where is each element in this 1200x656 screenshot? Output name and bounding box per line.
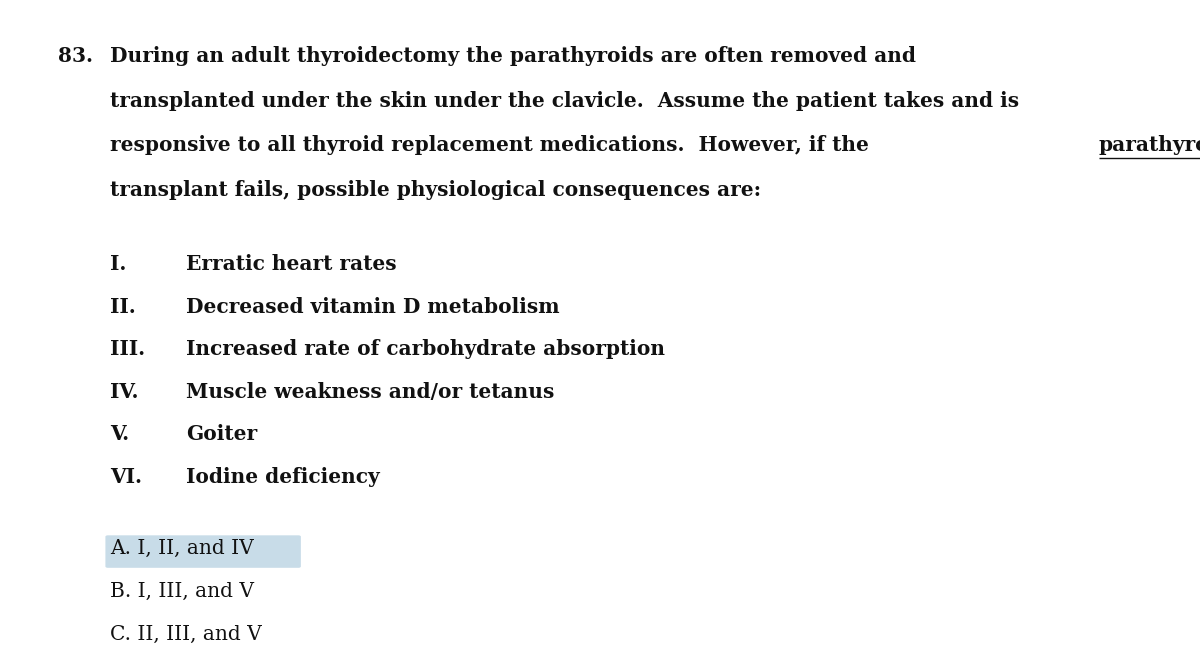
Text: A. I, II, and IV: A. I, II, and IV xyxy=(110,539,254,558)
Text: Iodine deficiency: Iodine deficiency xyxy=(186,467,379,487)
Text: V.: V. xyxy=(110,424,130,444)
Text: responsive to all thyroid replacement medications.  However, if the: responsive to all thyroid replacement me… xyxy=(110,135,876,155)
Text: parathyroid: parathyroid xyxy=(1099,135,1200,155)
Text: transplant fails, possible physiological consequences are:: transplant fails, possible physiological… xyxy=(110,180,762,199)
Text: A. I, II, and IV: A. I, II, and IV xyxy=(110,539,254,558)
Text: transplanted under the skin under the clavicle.  Assume the patient takes and is: transplanted under the skin under the cl… xyxy=(110,91,1020,110)
Text: Muscle weakness and/or tetanus: Muscle weakness and/or tetanus xyxy=(186,382,554,401)
Text: 83.: 83. xyxy=(58,46,92,66)
FancyBboxPatch shape xyxy=(106,535,301,568)
Text: III.: III. xyxy=(110,339,145,359)
Text: IV.: IV. xyxy=(110,382,139,401)
Text: I.: I. xyxy=(110,254,127,274)
Text: Increased rate of carbohydrate absorption: Increased rate of carbohydrate absorptio… xyxy=(186,339,665,359)
Text: Goiter: Goiter xyxy=(186,424,257,444)
Text: During an adult thyroidectomy the parathyroids are often removed and: During an adult thyroidectomy the parath… xyxy=(110,46,917,66)
Text: Erratic heart rates: Erratic heart rates xyxy=(186,254,397,274)
Text: II.: II. xyxy=(110,297,136,316)
Text: B. I, III, and V: B. I, III, and V xyxy=(110,582,254,601)
Text: C. II, III, and V: C. II, III, and V xyxy=(110,625,262,644)
Text: Decreased vitamin D metabolism: Decreased vitamin D metabolism xyxy=(186,297,559,316)
Text: VI.: VI. xyxy=(110,467,143,487)
